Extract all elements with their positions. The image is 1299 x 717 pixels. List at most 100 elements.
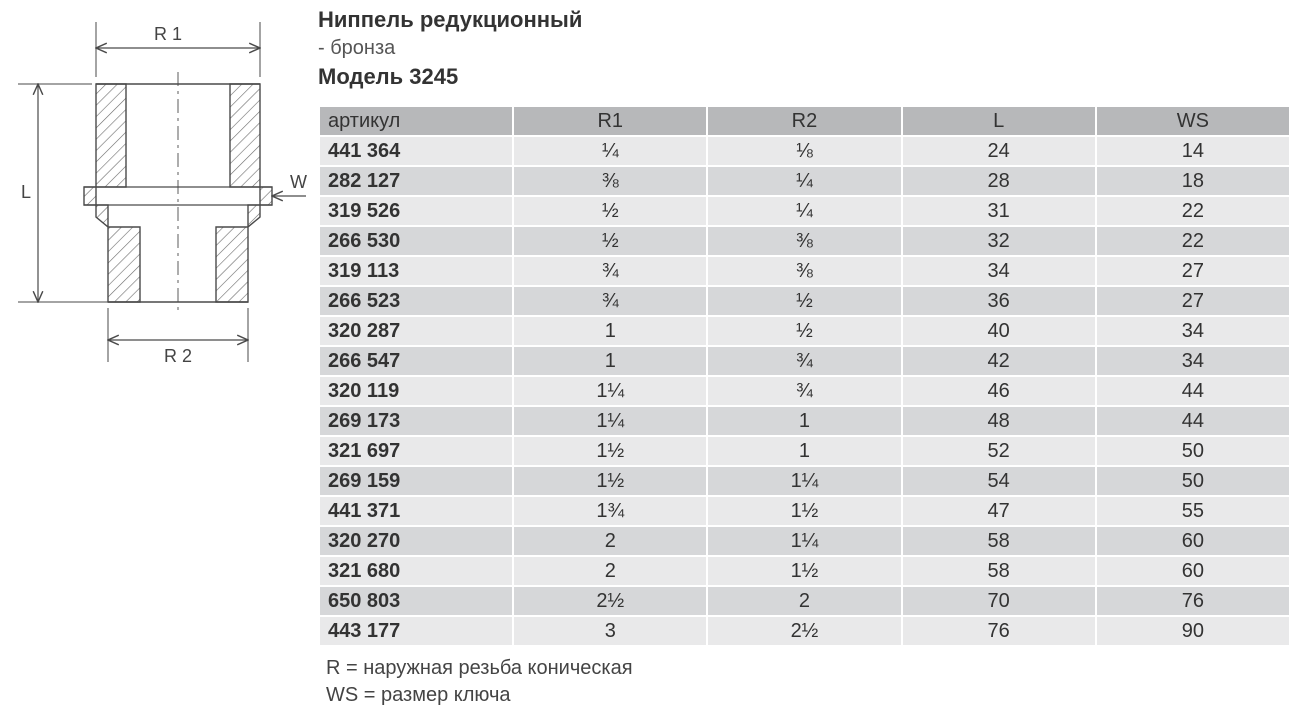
dim-label-r2: R 2: [164, 346, 192, 366]
cell-l: 58: [902, 556, 1096, 586]
cell-l: 76: [902, 616, 1096, 646]
cell-article: 320 119: [319, 376, 513, 406]
cell-r1: ⅜: [513, 166, 707, 196]
part-diagram: R 1 L: [8, 12, 308, 372]
cell-ws: 60: [1096, 526, 1290, 556]
cell-l: 46: [902, 376, 1096, 406]
cell-article: 319 113: [319, 256, 513, 286]
cell-ws: 22: [1096, 196, 1290, 226]
cell-article: 266 523: [319, 286, 513, 316]
col-header-ws: WS: [1096, 106, 1290, 136]
cell-r2: ¾: [707, 376, 901, 406]
cell-ws: 50: [1096, 436, 1290, 466]
cell-ws: 34: [1096, 346, 1290, 376]
cell-r2: ⅛: [707, 136, 901, 166]
cell-article: 441 371: [319, 496, 513, 526]
cell-l: 48: [902, 406, 1096, 436]
cell-l: 36: [902, 286, 1096, 316]
cell-r1: 2: [513, 556, 707, 586]
cell-r2: 2½: [707, 616, 901, 646]
cell-r1: 1¾: [513, 496, 707, 526]
table-row: 319 113¾⅜3427: [319, 256, 1290, 286]
cell-r1: 1¼: [513, 376, 707, 406]
table-row: 269 1591½1¼5450: [319, 466, 1290, 496]
cell-l: 47: [902, 496, 1096, 526]
cell-article: 320 270: [319, 526, 513, 556]
cell-r2: ¼: [707, 196, 901, 226]
cell-l: 31: [902, 196, 1096, 226]
table-row: 320 27021¼5860: [319, 526, 1290, 556]
table-row: 282 127⅜¼2818: [319, 166, 1290, 196]
table-row: 319 526½¼3122: [319, 196, 1290, 226]
cell-article: 269 173: [319, 406, 513, 436]
dim-label-ws: WS: [290, 172, 308, 192]
col-header-l: L: [902, 106, 1096, 136]
cell-r2: ½: [707, 316, 901, 346]
dim-label-r1: R 1: [154, 24, 182, 44]
cell-r1: ½: [513, 226, 707, 256]
cell-l: 52: [902, 436, 1096, 466]
cell-r2: ¼: [707, 166, 901, 196]
cell-ws: 50: [1096, 466, 1290, 496]
cell-r1: 1: [513, 316, 707, 346]
col-header-r1: R1: [513, 106, 707, 136]
cell-l: 58: [902, 526, 1096, 556]
cell-r1: ¾: [513, 286, 707, 316]
table-row: 443 17732½7690: [319, 616, 1290, 646]
cell-article: 441 364: [319, 136, 513, 166]
cell-l: 28: [902, 166, 1096, 196]
cell-ws: 27: [1096, 286, 1290, 316]
cell-ws: 22: [1096, 226, 1290, 256]
cell-r2: 1½: [707, 556, 901, 586]
cell-r1: 1: [513, 346, 707, 376]
cell-r2: 1¼: [707, 526, 901, 556]
table-row: 269 1731¼14844: [319, 406, 1290, 436]
table-row: 320 2871½4034: [319, 316, 1290, 346]
cell-r2: ⅜: [707, 256, 901, 286]
cell-article: 321 680: [319, 556, 513, 586]
cell-l: 40: [902, 316, 1096, 346]
product-title: Ниппель редукционный: [318, 6, 1291, 35]
cell-r2: 1½: [707, 496, 901, 526]
cell-l: 24: [902, 136, 1096, 166]
cell-l: 54: [902, 466, 1096, 496]
cell-r2: 1¼: [707, 466, 901, 496]
table-row: 266 5471¾4234: [319, 346, 1290, 376]
cell-l: 32: [902, 226, 1096, 256]
dim-label-l: L: [21, 182, 31, 202]
cell-article: 320 287: [319, 316, 513, 346]
table-row: 266 530½⅜3222: [319, 226, 1290, 256]
product-subtitle: - бронза: [318, 35, 1291, 61]
cell-r1: ½: [513, 196, 707, 226]
table-header-row: артикул R1 R2 L WS: [319, 106, 1290, 136]
cell-r1: ¼: [513, 136, 707, 166]
cell-r1: 2: [513, 526, 707, 556]
table-row: 321 68021½5860: [319, 556, 1290, 586]
table-row: 320 1191¼¾4644: [319, 376, 1290, 406]
cell-article: 266 547: [319, 346, 513, 376]
cell-r1: 3: [513, 616, 707, 646]
cell-ws: 44: [1096, 376, 1290, 406]
cell-ws: 18: [1096, 166, 1290, 196]
cell-ws: 90: [1096, 616, 1290, 646]
cell-ws: 76: [1096, 586, 1290, 616]
cell-article: 321 697: [319, 436, 513, 466]
cell-r2: ⅜: [707, 226, 901, 256]
col-header-r2: R2: [707, 106, 901, 136]
model-prefix: Модель: [318, 64, 409, 89]
table-row: 650 8032½27076: [319, 586, 1290, 616]
legend-line-r: R = наружная резьба коническая: [326, 655, 1291, 682]
cell-r2: 1: [707, 406, 901, 436]
cell-l: 42: [902, 346, 1096, 376]
cell-r1: ¾: [513, 256, 707, 286]
cell-ws: 34: [1096, 316, 1290, 346]
cell-r1: 1½: [513, 436, 707, 466]
cell-ws: 14: [1096, 136, 1290, 166]
cell-l: 34: [902, 256, 1096, 286]
cell-l: 70: [902, 586, 1096, 616]
cell-r2: ½: [707, 286, 901, 316]
cell-article: 319 526: [319, 196, 513, 226]
cell-r1: 2½: [513, 586, 707, 616]
legend-block: R = наружная резьба коническая WS = разм…: [318, 655, 1291, 709]
cell-r1: 1½: [513, 466, 707, 496]
